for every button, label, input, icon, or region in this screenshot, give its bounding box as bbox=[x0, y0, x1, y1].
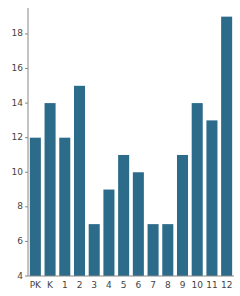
x-tick-label: 9 bbox=[180, 280, 186, 290]
y-tick-label: 16 bbox=[12, 63, 24, 73]
chart-svg: 4681012141618PKK123456789101112 bbox=[0, 0, 240, 296]
bar bbox=[192, 103, 203, 276]
y-tick-label: 14 bbox=[12, 98, 24, 108]
bar bbox=[118, 155, 129, 276]
x-tick-label: 6 bbox=[135, 280, 141, 290]
y-tick-label: 12 bbox=[12, 132, 23, 142]
x-tick-label: 1 bbox=[62, 280, 68, 290]
x-tick-label: 10 bbox=[191, 280, 203, 290]
page: {"chart_data": {"type": "bar", "categori… bbox=[0, 0, 240, 296]
x-tick-label: 4 bbox=[106, 280, 112, 290]
bar bbox=[59, 138, 70, 276]
x-tick-label: 11 bbox=[206, 280, 217, 290]
y-axis-line bbox=[28, 8, 29, 276]
y-tick-label: 8 bbox=[17, 201, 23, 211]
x-axis: PKK123456789101112 bbox=[28, 276, 234, 290]
bars bbox=[30, 17, 232, 276]
x-tick-label: 3 bbox=[91, 280, 97, 290]
bar bbox=[221, 17, 232, 276]
y-tick-label: 18 bbox=[12, 28, 24, 38]
y-tick-label: 4 bbox=[17, 271, 23, 281]
bar bbox=[206, 120, 217, 276]
y-tick-label: 6 bbox=[17, 236, 23, 246]
y-tick-label: 10 bbox=[12, 167, 24, 177]
y-axis: 4 6 8 10 12 14 16 18 bbox=[12, 8, 28, 281]
x-tick-label: 5 bbox=[121, 280, 127, 290]
bar bbox=[148, 224, 159, 276]
bar bbox=[74, 86, 85, 276]
x-tick-label: 8 bbox=[165, 280, 171, 290]
x-tick-label: K bbox=[47, 280, 54, 290]
bar bbox=[177, 155, 188, 276]
x-axis-line bbox=[28, 276, 234, 277]
x-tick-label: PK bbox=[30, 280, 42, 290]
bar bbox=[103, 190, 114, 276]
x-tick-label: 12 bbox=[221, 280, 232, 290]
x-tick-label: 2 bbox=[77, 280, 83, 290]
bar bbox=[30, 138, 41, 276]
bar bbox=[133, 172, 144, 276]
chart-container: 4681012141618PKK123456789101112 bbox=[0, 0, 240, 296]
bar bbox=[45, 103, 56, 276]
x-tick-label: 7 bbox=[150, 280, 156, 290]
bar bbox=[162, 224, 173, 276]
bar bbox=[89, 224, 100, 276]
